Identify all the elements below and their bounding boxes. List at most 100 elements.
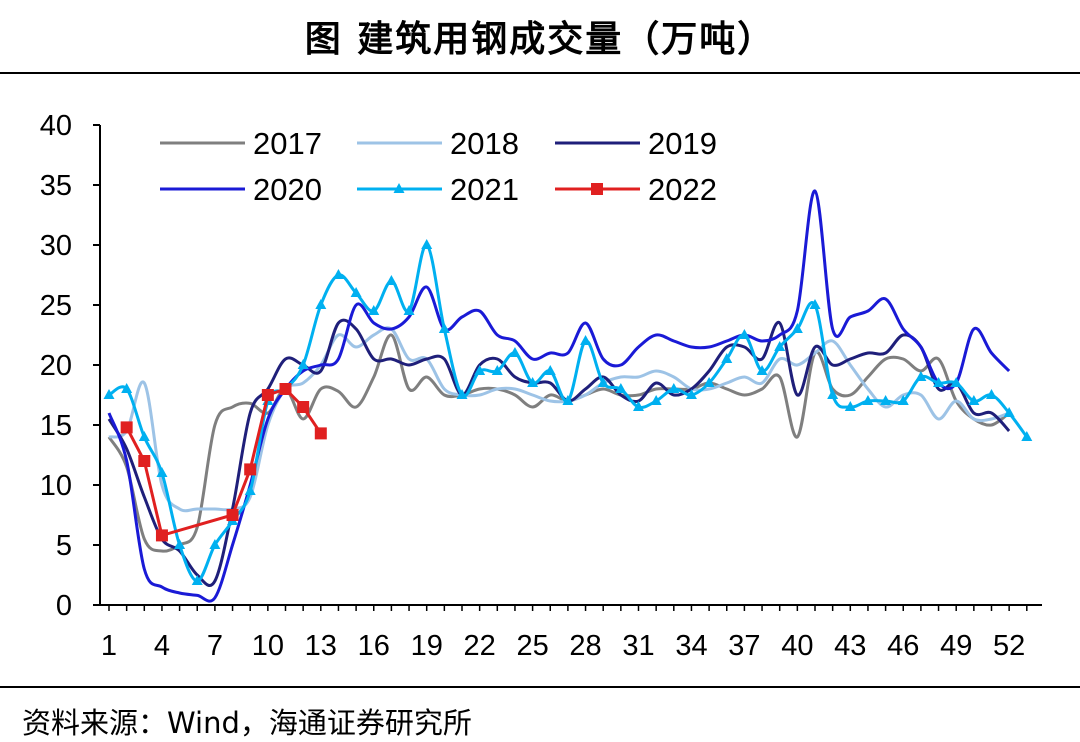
y-tick-label: 20 bbox=[40, 350, 72, 382]
data-point-2021 bbox=[844, 401, 856, 411]
data-point-2022 bbox=[261, 389, 274, 401]
data-point-2022 bbox=[226, 509, 239, 521]
data-point-2021 bbox=[1021, 431, 1033, 441]
data-point-2021 bbox=[544, 365, 556, 375]
data-point-2021 bbox=[509, 347, 521, 357]
data-point-2022 bbox=[138, 455, 151, 467]
data-point-2021 bbox=[350, 287, 362, 297]
data-point-2022 bbox=[314, 427, 327, 440]
data-point-2021 bbox=[385, 275, 397, 285]
data-point-2021 bbox=[668, 383, 680, 393]
legend-label-2022: 2022 bbox=[648, 172, 717, 207]
x-tick-label: 52 bbox=[993, 630, 1025, 662]
data-point-2021 bbox=[897, 395, 909, 405]
x-tick-label: 4 bbox=[154, 630, 170, 662]
x-tick-label: 22 bbox=[464, 630, 496, 662]
series-line-2019 bbox=[107, 318, 1011, 587]
source-note: 资料来源：Wind，海通证券研究所 bbox=[22, 706, 472, 740]
legend-item-2018: 2018 bbox=[357, 126, 519, 161]
data-point-2021 bbox=[491, 365, 503, 375]
x-tick-label: 28 bbox=[569, 630, 601, 662]
y-tick-label: 35 bbox=[40, 170, 72, 202]
legend-label-2018: 2018 bbox=[450, 126, 519, 161]
data-point-2021 bbox=[862, 395, 874, 405]
x-tick-label: 19 bbox=[411, 630, 443, 662]
data-point-2021 bbox=[968, 395, 980, 405]
x-tick-label: 46 bbox=[887, 630, 919, 662]
y-tick-label: 10 bbox=[40, 470, 72, 502]
data-point-2021 bbox=[209, 539, 221, 549]
legend-label-2017: 2017 bbox=[253, 126, 322, 161]
data-point-2021 bbox=[738, 329, 750, 339]
legend-marker-2022 bbox=[591, 183, 603, 195]
y-tick-label: 5 bbox=[56, 530, 72, 562]
data-point-2021 bbox=[756, 365, 768, 375]
data-point-2022 bbox=[120, 421, 133, 434]
x-tick-label: 43 bbox=[834, 630, 866, 662]
data-point-2021 bbox=[827, 389, 839, 399]
source-divider bbox=[0, 686, 1080, 688]
data-point-2021 bbox=[597, 377, 609, 387]
legend-item-2017: 2017 bbox=[160, 126, 322, 161]
data-point-2021 bbox=[103, 389, 115, 399]
data-point-2021 bbox=[791, 323, 803, 333]
chart-series bbox=[103, 189, 1033, 603]
data-point-2021 bbox=[685, 389, 697, 399]
data-point-2021 bbox=[1003, 407, 1015, 417]
data-point-2022 bbox=[297, 401, 310, 413]
data-point-2021 bbox=[138, 431, 150, 441]
data-point-2021 bbox=[880, 395, 892, 405]
data-point-2021 bbox=[580, 335, 592, 345]
data-point-2021 bbox=[633, 401, 644, 411]
data-point-2021 bbox=[474, 365, 486, 375]
legend-marker-2021 bbox=[393, 183, 405, 193]
y-tick-label: 0 bbox=[56, 590, 72, 622]
data-point-2021 bbox=[915, 371, 927, 381]
data-point-2021 bbox=[950, 377, 962, 387]
data-point-2021 bbox=[244, 485, 256, 495]
data-point-2021 bbox=[650, 395, 662, 405]
x-tick-label: 25 bbox=[516, 630, 548, 662]
data-point-2021 bbox=[933, 377, 945, 387]
x-tick-label: 1 bbox=[101, 630, 117, 662]
data-point-2022 bbox=[279, 383, 292, 395]
data-point-2021 bbox=[527, 377, 539, 387]
data-point-2021 bbox=[774, 341, 786, 351]
chart-axes: 0 5 10 15 20 25 30 35 40 1 4 7 10 13 16 19 22 25 28 31 34 37 4… bbox=[40, 110, 1042, 662]
series-2019 bbox=[107, 318, 1011, 587]
data-point-2021 bbox=[368, 305, 380, 315]
x-tick-label: 7 bbox=[207, 630, 223, 662]
x-tick-label: 40 bbox=[781, 630, 813, 662]
x-tick-label: 13 bbox=[305, 630, 337, 662]
series-2021 bbox=[103, 239, 1033, 585]
data-point-2021 bbox=[191, 575, 203, 585]
data-point-2021 bbox=[121, 383, 133, 393]
data-point-2021 bbox=[421, 239, 433, 249]
legend-item-2022: 2022 bbox=[555, 172, 717, 207]
x-tick-label: 31 bbox=[622, 630, 654, 662]
data-point-2021 bbox=[174, 539, 186, 549]
data-point-2021 bbox=[297, 359, 309, 369]
data-point-2021 bbox=[562, 395, 574, 405]
data-point-2021 bbox=[438, 323, 450, 333]
data-point-2021 bbox=[315, 299, 327, 309]
data-point-2022 bbox=[155, 529, 168, 542]
legend-item-2020: 2020 bbox=[160, 172, 322, 207]
y-tick-label: 15 bbox=[40, 410, 72, 442]
data-point-2022 bbox=[244, 463, 257, 476]
legend-label-2021: 2021 bbox=[450, 172, 519, 207]
x-tick-label: 16 bbox=[358, 630, 390, 662]
x-tick-label: 37 bbox=[728, 630, 760, 662]
chart-title: 图 建筑用钢成交量（万吨） bbox=[304, 19, 776, 60]
data-point-2021 bbox=[332, 269, 344, 279]
data-point-2021 bbox=[721, 353, 733, 363]
chart-legend: 2017 2018 2019 2020 2021 2022 bbox=[160, 126, 717, 207]
series-2022 bbox=[120, 383, 327, 542]
series-line-2021 bbox=[108, 243, 1029, 583]
title-divider bbox=[0, 72, 1080, 74]
data-point-2021 bbox=[615, 383, 627, 393]
legend-label-2020: 2020 bbox=[253, 172, 322, 207]
x-tick-label: 34 bbox=[675, 630, 707, 662]
data-point-2021 bbox=[809, 299, 821, 309]
